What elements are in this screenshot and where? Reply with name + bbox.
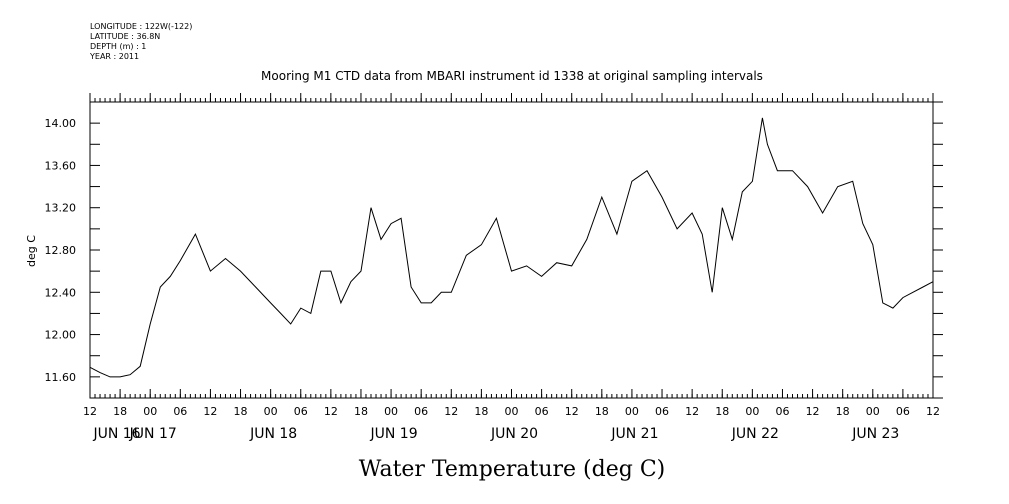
x-tick-label: 06 (775, 405, 789, 418)
x-tick-label: 00 (625, 405, 639, 418)
x-tick-label: 06 (896, 405, 910, 418)
chart-title: Mooring M1 CTD data from MBARI instrumen… (261, 69, 763, 83)
x-axis: 12 18 00 06 12 18 00 06 12 18 00 06 12 18 00 06 12 18 00 06… (83, 93, 940, 442)
x-tick-label: 12 (685, 405, 699, 418)
x-tick-label: 18 (715, 405, 729, 418)
series-group (89, 117, 934, 378)
x-day-label: JUN 21 (610, 426, 658, 442)
y-tick-label: 12.80 (45, 244, 77, 257)
x-day-label: JUN 19 (370, 426, 418, 442)
x-axis-label: Water Temperature (deg C) (359, 457, 666, 482)
x-day-label: JUN 23 (851, 426, 899, 442)
x-day-label: JUN 20 (490, 426, 538, 442)
y-tick-label: 12.00 (45, 329, 77, 342)
x-tick-label: 12 (926, 405, 940, 418)
depth-label: DEPTH (m) : 1 (90, 42, 147, 51)
latitude-label: LATITUDE : 36.8N (90, 32, 161, 41)
y-tick-label: 12.40 (45, 286, 77, 299)
x-tick-label: 06 (655, 405, 669, 418)
x-tick-label: 12 (83, 405, 97, 418)
series-line (89, 117, 934, 378)
x-tick-label: 12 (203, 405, 217, 418)
x-tick-label: 18 (113, 405, 127, 418)
x-tick-label: 12 (806, 405, 820, 418)
x-tick-label: 00 (745, 405, 759, 418)
longitude-label: LONGITUDE : 122W(-122) (90, 22, 193, 31)
x-tick-label: 06 (173, 405, 187, 418)
x-day-label: JUN 22 (731, 426, 779, 442)
x-tick-label: 06 (414, 405, 428, 418)
plot-border (89, 101, 934, 399)
x-tick-label: 18 (234, 405, 248, 418)
x-day-label: JUN 17 (129, 426, 177, 442)
x-tick-label: 18 (354, 405, 368, 418)
x-tick-label: 00 (143, 405, 157, 418)
x-tick-label: 00 (505, 405, 519, 418)
x-tick-label: 00 (384, 405, 398, 418)
y-tick-label: 13.20 (45, 202, 77, 215)
y-tick-label: 11.60 (45, 371, 77, 384)
y-tick-label: 14.00 (45, 117, 77, 130)
x-tick-label: 18 (836, 405, 850, 418)
y-tick-label: 13.60 (45, 159, 77, 172)
x-tick-label: 12 (324, 405, 338, 418)
x-tick-label: 18 (474, 405, 488, 418)
y-axis: 11.60 12.00 12.40 12.80 13.20 13.60 14.00 (45, 101, 943, 399)
x-tick-label: 00 (264, 405, 278, 418)
x-tick-label: 12 (565, 405, 579, 418)
x-tick-label: 00 (866, 405, 880, 418)
year-label: YEAR : 2011 (90, 52, 140, 61)
metadata-block: LONGITUDE : 122W(-122) LATITUDE : 36.8N … (90, 22, 192, 62)
x-tick-label: 18 (595, 405, 609, 418)
x-day-label: JUN 16 (92, 426, 140, 442)
x-tick-label: 12 (444, 405, 458, 418)
x-tick-label: 06 (535, 405, 549, 418)
x-tick-label: 06 (294, 405, 308, 418)
y-axis-label: deg C (25, 235, 38, 267)
x-day-label: JUN 18 (249, 426, 297, 442)
plot-frame (89, 98, 934, 399)
